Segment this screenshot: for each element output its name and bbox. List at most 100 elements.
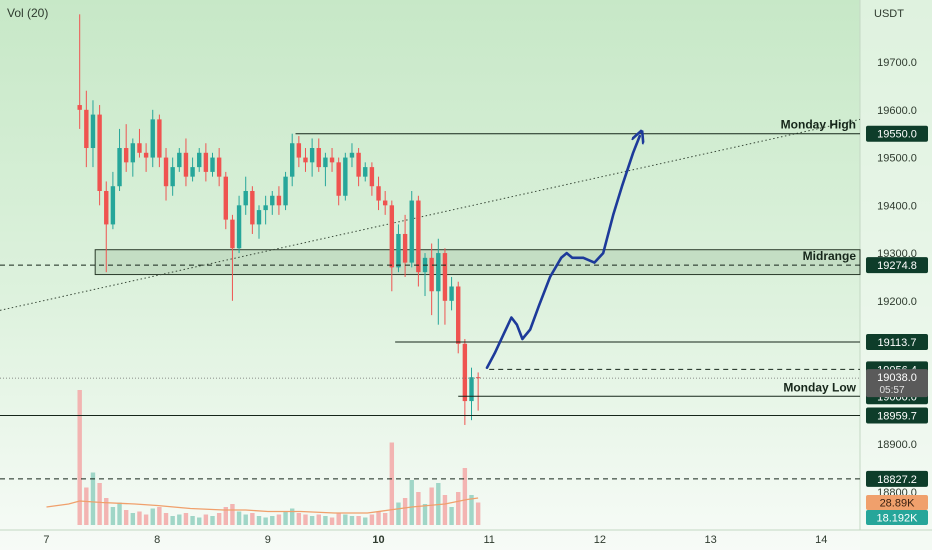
candle-body: [117, 148, 122, 187]
level-price-tag: 19113.7: [866, 334, 928, 351]
candle-body: [97, 114, 102, 191]
level-price-tag: 18959.7: [866, 407, 928, 424]
x-tick-label: 8: [154, 534, 160, 546]
candle: [130, 138, 136, 177]
candle-body: [475, 377, 481, 379]
x-tick-label: 7: [43, 534, 49, 546]
volume-bar: [442, 495, 448, 525]
candle-body: [462, 343, 468, 402]
volume-bar: [409, 480, 414, 525]
projection-arrow[interactable]: [485, 136, 640, 369]
volume-bar: [396, 502, 401, 525]
candle-body: [163, 157, 169, 187]
candle: [436, 238, 441, 325]
volume-bar: [203, 514, 209, 525]
candle-body: [84, 109, 89, 149]
candle-body: [263, 205, 268, 211]
volume-bar: [323, 516, 328, 525]
level-tag-text: 18959.7: [877, 411, 917, 423]
candle-body: [270, 195, 275, 206]
level-tag-box: [866, 257, 928, 274]
candle: [110, 171, 116, 230]
candle-body: [349, 152, 355, 158]
candle-body: [177, 152, 182, 168]
level-price-tag: 18827.2: [866, 470, 928, 487]
candle-body: [203, 152, 209, 172]
volume-bar: [343, 514, 348, 525]
volume-bar: [170, 516, 175, 525]
candle-body: [343, 157, 348, 196]
candle-body: [123, 148, 129, 163]
y-tick-label: 18900.0: [877, 439, 917, 451]
candle: [143, 143, 149, 172]
volume-bar: [110, 507, 116, 525]
candle-body: [223, 176, 228, 220]
candle-body: [243, 190, 248, 206]
x-tick-label: 10: [372, 534, 384, 546]
volume-bar: [456, 492, 461, 525]
volume-bar: [416, 492, 421, 525]
volume-bar: [369, 514, 375, 525]
candle: [296, 136, 302, 168]
candle-body: [416, 200, 421, 273]
candle-body: [323, 157, 328, 168]
level-tag-text: 19274.8: [877, 260, 917, 272]
volume-bar: [130, 513, 136, 525]
candle: [210, 152, 215, 177]
volume-bar: [283, 511, 288, 525]
candle: [290, 133, 295, 187]
candle: [389, 200, 395, 292]
candle-body: [449, 286, 454, 301]
volume-bar: [256, 516, 262, 525]
level-name-label: Monday Low: [783, 380, 856, 394]
volume-bar: [243, 514, 248, 525]
candle: [469, 367, 474, 421]
level-name-label: Midrange: [803, 249, 857, 263]
candle-body: [197, 152, 202, 168]
candle-body: [283, 176, 288, 206]
level-tag-box: [866, 407, 928, 424]
volume-bar: [422, 504, 428, 525]
volume-tag-box: [866, 510, 928, 525]
current-price-text: 19038.0: [877, 372, 917, 384]
candle-body: [216, 157, 222, 177]
level-price-tag: 19274.8: [866, 257, 928, 274]
volume-bar: [236, 511, 242, 525]
currency-label: USDT: [874, 8, 904, 20]
candle: [329, 148, 335, 172]
candle-body: [90, 114, 96, 149]
candle: [90, 100, 96, 168]
volume-bar: [157, 507, 162, 525]
candle: [97, 105, 102, 206]
candle-body: [250, 190, 255, 225]
candle: [416, 195, 421, 287]
volume-bar: [137, 511, 142, 525]
candle-body: [316, 148, 321, 168]
candle-body: [276, 195, 282, 206]
candle-body: [104, 190, 109, 225]
candle: [309, 138, 315, 177]
volume-bar: [402, 498, 408, 525]
x-tick-label: 13: [704, 534, 716, 546]
current-price-tag: 19038.005:57: [866, 369, 928, 398]
candle: [349, 143, 355, 168]
candle: [429, 243, 434, 316]
candle-body: [402, 233, 408, 263]
candle: [456, 281, 461, 354]
volume-tag-box: [866, 495, 928, 510]
candle: [243, 176, 248, 215]
volume-bar: [462, 468, 468, 525]
volume-bar: [270, 516, 275, 525]
candle-body: [210, 157, 215, 172]
volume-bar: [216, 513, 222, 525]
volume-bar: [309, 516, 315, 525]
candle-body: [429, 257, 434, 292]
candle: [376, 176, 381, 211]
volume-bar: [303, 514, 308, 525]
volume-bar: [296, 513, 302, 525]
candle: [256, 205, 262, 239]
candle: [250, 186, 255, 234]
volume-bar: [336, 513, 341, 525]
